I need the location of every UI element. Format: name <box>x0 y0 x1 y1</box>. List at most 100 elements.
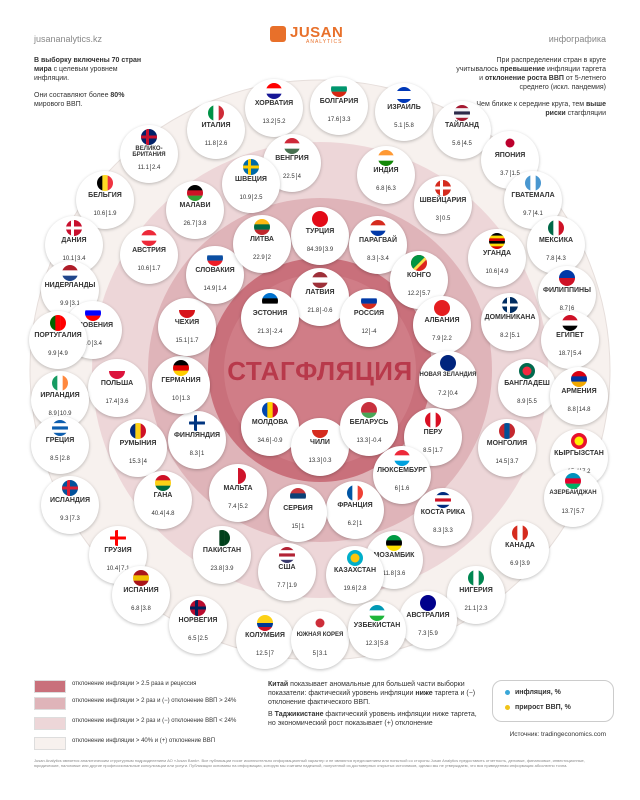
gdp-value: 5.7 <box>422 291 431 298</box>
estonia-flag-icon <box>262 293 278 309</box>
country-name: ЧЕХИЯ <box>174 319 200 326</box>
country-name: АВСТРАЛИЯ <box>406 612 450 619</box>
gdp-value: 3.9 <box>521 561 530 568</box>
country-bubble: МОНГОЛИЯ 14.5 3.7 <box>478 419 536 477</box>
country-bubble: ШВЕЙЦАРИЯ 3 0.5 <box>414 176 472 234</box>
gdp-value: 3.3 <box>342 117 351 124</box>
inflation-dot-icon <box>505 689 510 695</box>
inflation-value: 23.8 <box>210 566 223 573</box>
country-values: 8.9 5.5 <box>498 398 556 405</box>
country-name: ФИЛИППИНЫ <box>543 287 591 294</box>
country-bubble: ШВЕЦИЯ 10.9 2.5 <box>222 155 280 213</box>
note-text: стагфляции <box>565 110 606 117</box>
header: jusananalytics.kz JUSAN ANALYTICS инфогр… <box>0 0 640 50</box>
country-values: 21.8 -0.6 <box>291 307 349 314</box>
country-bubble: ГАНА 40.4 4.8 <box>134 471 192 529</box>
country-values: 11.8 3.6 <box>365 570 423 577</box>
country-bubble: ГРЕЦИЯ 8.5 2.8 <box>31 416 89 474</box>
value-separator <box>223 565 225 572</box>
country-values: 10 3.4 <box>64 340 122 347</box>
country-name: РОССИЯ <box>353 310 385 317</box>
note-text: ниже <box>415 690 433 697</box>
gdp-value: -2.4 <box>272 329 283 336</box>
hungary-flag-icon <box>284 138 300 154</box>
country-values: 12 -4 <box>340 328 398 335</box>
gdp-value: 2.2 <box>443 336 452 343</box>
country-name: ДАНИЯ <box>61 237 87 244</box>
kyrgyzstan-flag-icon <box>571 433 587 449</box>
inflation-value: 6.8 <box>376 186 385 193</box>
inflation-value: 3 <box>435 216 439 223</box>
note-text: показывает аномальные для большей части … <box>268 681 465 697</box>
legend-swatch <box>34 680 66 693</box>
country-bubble: США 7.7 1.9 <box>258 543 316 601</box>
note-text: с целевым уровнем инфляции. <box>34 66 118 82</box>
country-values: 21.1 2.3 <box>447 605 505 612</box>
legend-item: отклонение инфляции > 2.5 раза и рецесси… <box>34 680 264 693</box>
country-bubble: ХОРВАТИЯ 13.2 5.2 <box>245 79 303 137</box>
country-name: ЛИТВА <box>250 236 274 243</box>
value-separator <box>369 328 371 335</box>
value-separator <box>321 457 323 464</box>
inflation-value: 11.8 <box>382 571 394 578</box>
azerbaijan-flag-icon <box>565 473 581 489</box>
country-values: 22.5 4 <box>263 173 321 180</box>
inflation-value: 19.6 <box>343 586 356 593</box>
inflation-value: 6.5 <box>188 636 197 643</box>
country-name: БЕЛЬГИЯ <box>88 192 122 199</box>
country-name: ВЕЛИКО-БРИТАНИЯ <box>132 146 166 158</box>
value-separator <box>179 395 181 402</box>
site-url[interactable]: jusananalytics.kz <box>34 34 103 44</box>
country-bubble: МАЛЬТА 7.4 5.2 <box>209 464 267 522</box>
gdp-value: 1.3 <box>181 396 191 403</box>
gdp-value: 1.5 <box>511 171 520 178</box>
canada-flag-icon <box>512 525 528 541</box>
country-bubble: КАЗАХСТАН 19.6 2.8 <box>326 546 384 604</box>
value-separator <box>57 350 59 357</box>
country-bubble: ТАЙЛАНД 5.6 4.5 <box>433 101 491 159</box>
value-separator <box>119 565 121 572</box>
country-values: 15 1 <box>269 523 327 530</box>
inflation-value: 6.8 <box>131 606 140 613</box>
value-separator <box>270 328 272 335</box>
country-name: ГАНА <box>153 492 173 499</box>
country-name: КОЛУМБИЯ <box>245 632 285 639</box>
mozambique-flag-icon <box>386 535 402 551</box>
source-note: Источник: tradingeconomics.com <box>509 731 606 738</box>
value-separator <box>270 437 272 444</box>
country-values: 7.7 1.9 <box>258 582 316 589</box>
country-name: ФИНЛЯНДИЯ <box>173 432 221 439</box>
legend-swatch <box>34 697 66 710</box>
inflation-value: 22.5 <box>282 174 295 181</box>
country-name: ЛАТВИЯ <box>305 289 335 296</box>
country-bubble: ИСЛАНДИЯ 9.3 7.3 <box>41 476 99 534</box>
country-name: ИРЛАНДИЯ <box>40 392 80 399</box>
inflation-value: 6.9 <box>510 561 519 568</box>
country-name: УГАНДА <box>482 250 512 257</box>
belarus-flag-icon <box>361 402 377 418</box>
inflation-value: 9.9 <box>48 351 57 358</box>
inflation-value: 12.2 <box>407 291 420 298</box>
legend-label: отклонение инфляции > 2 раз и (−) отклон… <box>72 698 237 704</box>
country-name: ЮЖНАЯ КОРЕЯ <box>296 632 344 638</box>
inflation-value: 7.2 <box>438 391 447 398</box>
korea-flag-icon <box>312 615 328 631</box>
country-bubble: ДОМИНИКАНА 8.2 5.1 <box>481 293 539 351</box>
inflation-value: 10.1 <box>62 256 75 263</box>
sample-note: В выборку включены 70 стран мира с целев… <box>34 56 144 117</box>
gdp-value: 1 <box>359 521 363 528</box>
egypt-flag-icon <box>562 315 578 331</box>
country-bubble: ИНДИЯ 6.8 6.3 <box>357 146 415 204</box>
gdp-value: 3.1 <box>71 301 80 308</box>
country-name: ИСЛАНДИЯ <box>50 497 90 504</box>
value-separator <box>394 570 396 577</box>
inflation-value: 5.1 <box>394 123 403 130</box>
value-separator <box>299 523 301 530</box>
country-name: ТАЙЛАНД <box>445 122 479 129</box>
inflation-value: 8.7 <box>559 306 568 313</box>
gdp-value: 1.7 <box>190 338 199 345</box>
country-values: 17.4 3.6 <box>88 398 146 405</box>
country-values: 14.5 3.7 <box>478 458 536 465</box>
inflation-value: 34.6 <box>257 438 270 445</box>
country-bubble: ЭСТОНИЯ 21.3 -2.4 <box>241 289 299 347</box>
